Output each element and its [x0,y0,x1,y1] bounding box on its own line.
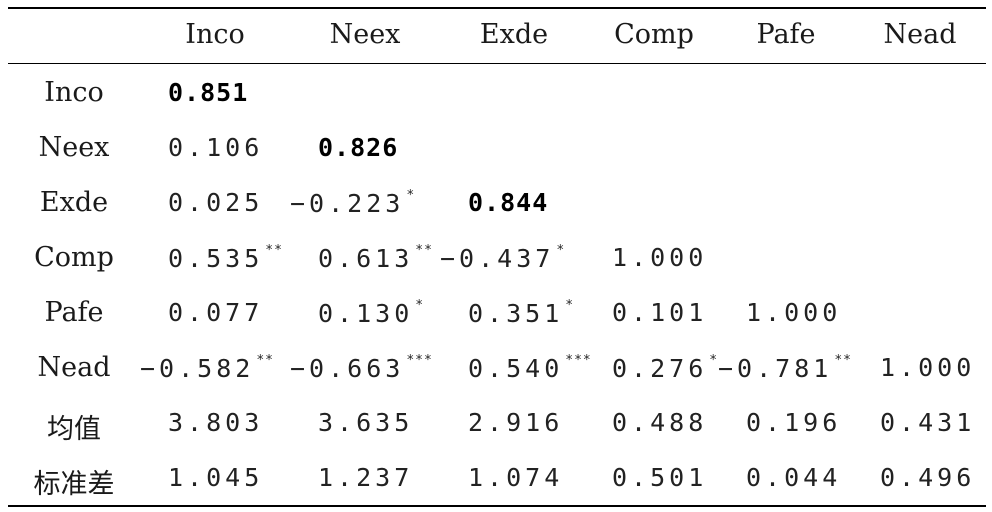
cell-value: 0.077 [168,298,264,327]
top-rule [8,7,986,9]
significance-marker: ** [834,353,852,368]
cell-value: 1.000 [746,298,842,327]
significance-marker: ** [265,243,283,258]
row-label: 均值 [47,414,101,445]
cell-value: 0.196 [746,408,842,437]
significance-marker: * [709,353,719,368]
table-cell: −0.437 * [440,243,565,273]
table-cell: 0.351 * [468,298,574,328]
row-label: Comp [34,242,114,273]
table-cell: 0.025 [168,188,263,217]
row-label: Neex [38,132,110,163]
table-cell: 1.237 [318,463,413,492]
cell-value: 1.000 [880,353,976,382]
table-cell: 0.077 [168,298,263,327]
cell-value: 0.101 [612,298,708,327]
cell-value: 0.351 [468,299,564,328]
table-cell: 0.844 [468,188,548,217]
column-header-pafe: Pafe [756,19,816,50]
cell-value: 0.044 [746,463,842,492]
cell-value: 1.074 [468,463,564,492]
cell-value: 0.025 [168,188,264,217]
row-label: Pafe [44,297,104,328]
cell-value: 0.851 [168,78,249,107]
cell-value: 0.613 [318,244,414,273]
cell-value: 1.000 [612,243,708,272]
table-cell: 0.851 [168,78,248,107]
table-cell: −0.582 ** [140,353,274,383]
table-cell: 0.535 ** [168,243,283,273]
table-cell: 0.826 [318,133,398,162]
cell-value: 1.237 [318,463,414,492]
cell-value: 0.106 [168,133,264,162]
table-cell: 1.074 [468,463,563,492]
table-cell: −0.781 ** [718,353,852,383]
significance-marker: *** [406,353,433,368]
cell-value: 0.488 [612,408,708,437]
cell-value: −0.223 [290,189,405,218]
cell-value: 1.045 [168,463,264,492]
cell-value: −0.663 [290,354,405,383]
table-cell: 0.431 [880,408,975,437]
table-cell: 0.196 [746,408,841,437]
significance-marker: * [556,243,566,258]
table-cell: 0.106 [168,133,263,162]
cell-value: 0.540 [468,354,564,383]
cell-value: −0.437 [440,244,555,273]
row-label: Exde [39,187,109,218]
table-cell: 0.130 * [318,298,424,328]
row-label: Nead [37,352,111,383]
table-cell: 1.000 [746,298,841,327]
significance-marker: ** [415,243,433,258]
column-header-inco: Inco [185,19,245,50]
cell-value: 0.535 [168,244,264,273]
table-cell: 1.045 [168,463,263,492]
row-label: Inco [44,77,104,108]
cell-value: 0.501 [612,463,708,492]
cell-value: 0.130 [318,299,414,328]
cell-value: −0.582 [140,354,255,383]
table-cell: 3.635 [318,408,413,437]
cell-value: 0.844 [468,188,549,217]
significance-marker: * [565,298,575,313]
bottom-rule [8,505,986,507]
significance-marker: * [406,188,416,203]
cell-value: 0.496 [880,463,976,492]
cell-value: 3.803 [168,408,264,437]
row-label: 标准差 [33,469,115,500]
significance-marker: *** [565,353,592,368]
table-cell: 1.000 [612,243,707,272]
table-cell: 0.488 [612,408,707,437]
table-cell: 0.496 [880,463,975,492]
cell-value: −0.781 [718,354,833,383]
significance-marker: ** [256,353,274,368]
column-header-neex: Neex [329,19,401,50]
table-cell: 0.540 *** [468,353,592,383]
cell-value: 2.916 [468,408,564,437]
table-cell: 0.044 [746,463,841,492]
column-header-comp: Comp [614,19,694,50]
table-cell: −0.663 *** [290,353,433,383]
cell-value: 0.276 [612,354,708,383]
cell-value: 0.826 [318,133,399,162]
table-cell: −0.223 * [290,188,415,218]
column-header-exde: Exde [479,19,549,50]
table-cell: 0.501 [612,463,707,492]
table-cell: 3.803 [168,408,263,437]
table-cell: 0.276 * [612,353,718,383]
table-cell: 2.916 [468,408,563,437]
column-header-nead: Nead [883,19,957,50]
table-cell: 1.000 [880,353,975,382]
cell-value: 3.635 [318,408,414,437]
significance-marker: * [415,298,425,313]
table-cell: 0.613 ** [318,243,433,273]
table-cell: 0.101 [612,298,707,327]
header-rule [8,63,986,64]
cell-value: 0.431 [880,408,976,437]
